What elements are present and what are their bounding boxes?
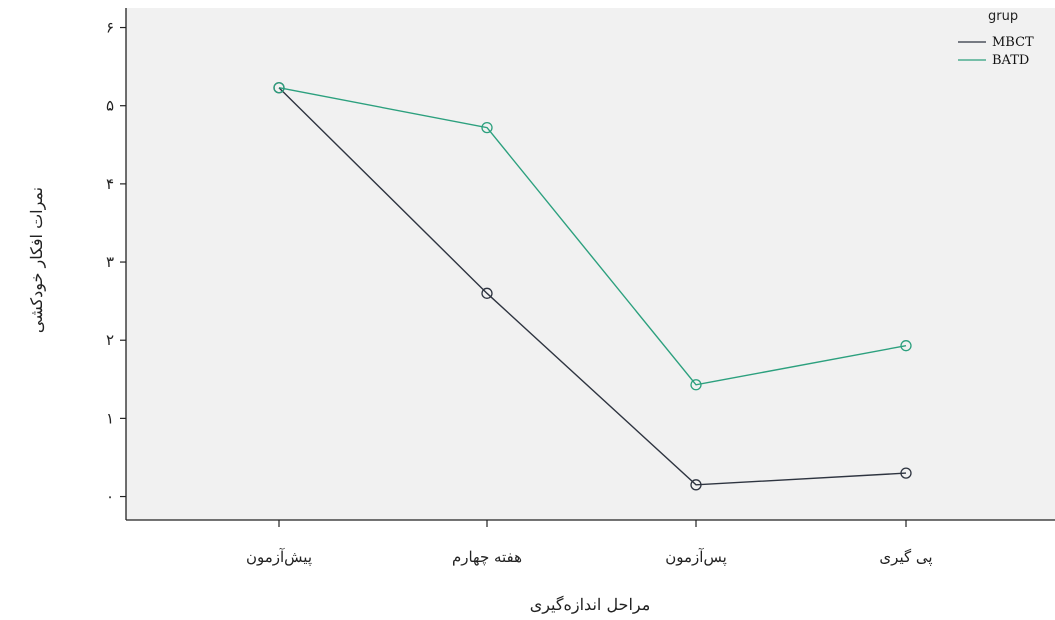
- data-point-batd: [690, 379, 702, 391]
- series-line-batd: [278, 87, 907, 386]
- legend-label-batd: BATD: [992, 53, 1029, 68]
- x-tick-label: پس‌آزمون: [665, 548, 727, 566]
- legend: grup MBCT BATD: [958, 9, 1034, 68]
- y-axis-label: نمرات افکار خودکشی: [27, 187, 46, 333]
- x-axis-ticks: پیش‌آزمون هفته چهارم پس‌آزمون پی گیری: [246, 520, 933, 566]
- plot-background: [126, 8, 1055, 520]
- x-axis-label: مراحل اندازه‌گیری: [530, 595, 651, 614]
- y-tick-label: ۶: [106, 19, 114, 37]
- y-tick-label: ۵: [106, 97, 114, 115]
- y-axis-ticks: ۰ ۱ ۲ ۳ ۴ ۵ ۶: [106, 19, 126, 506]
- series-layer: [273, 82, 912, 491]
- data-point-batd: [900, 340, 912, 352]
- x-tick-label: پیش‌آزمون: [246, 548, 312, 566]
- data-point-mbct: [690, 479, 702, 491]
- y-tick-label: ۳: [106, 253, 114, 271]
- x-tick-label: هفته چهارم: [452, 548, 522, 566]
- data-point-mbct: [900, 467, 912, 479]
- legend-label-mbct: MBCT: [992, 35, 1034, 50]
- y-tick-label: ۰: [106, 488, 114, 506]
- legend-title: grup: [988, 9, 1018, 24]
- y-tick-label: ۲: [106, 331, 114, 349]
- y-tick-label: ۱: [106, 409, 114, 427]
- data-point-batd: [273, 82, 285, 94]
- data-point-batd: [481, 121, 493, 134]
- y-tick-label: ۴: [106, 175, 114, 193]
- x-tick-label: پی گیری: [879, 548, 932, 566]
- data-point-mbct: [481, 287, 493, 299]
- series-line-mbct: [278, 87, 907, 486]
